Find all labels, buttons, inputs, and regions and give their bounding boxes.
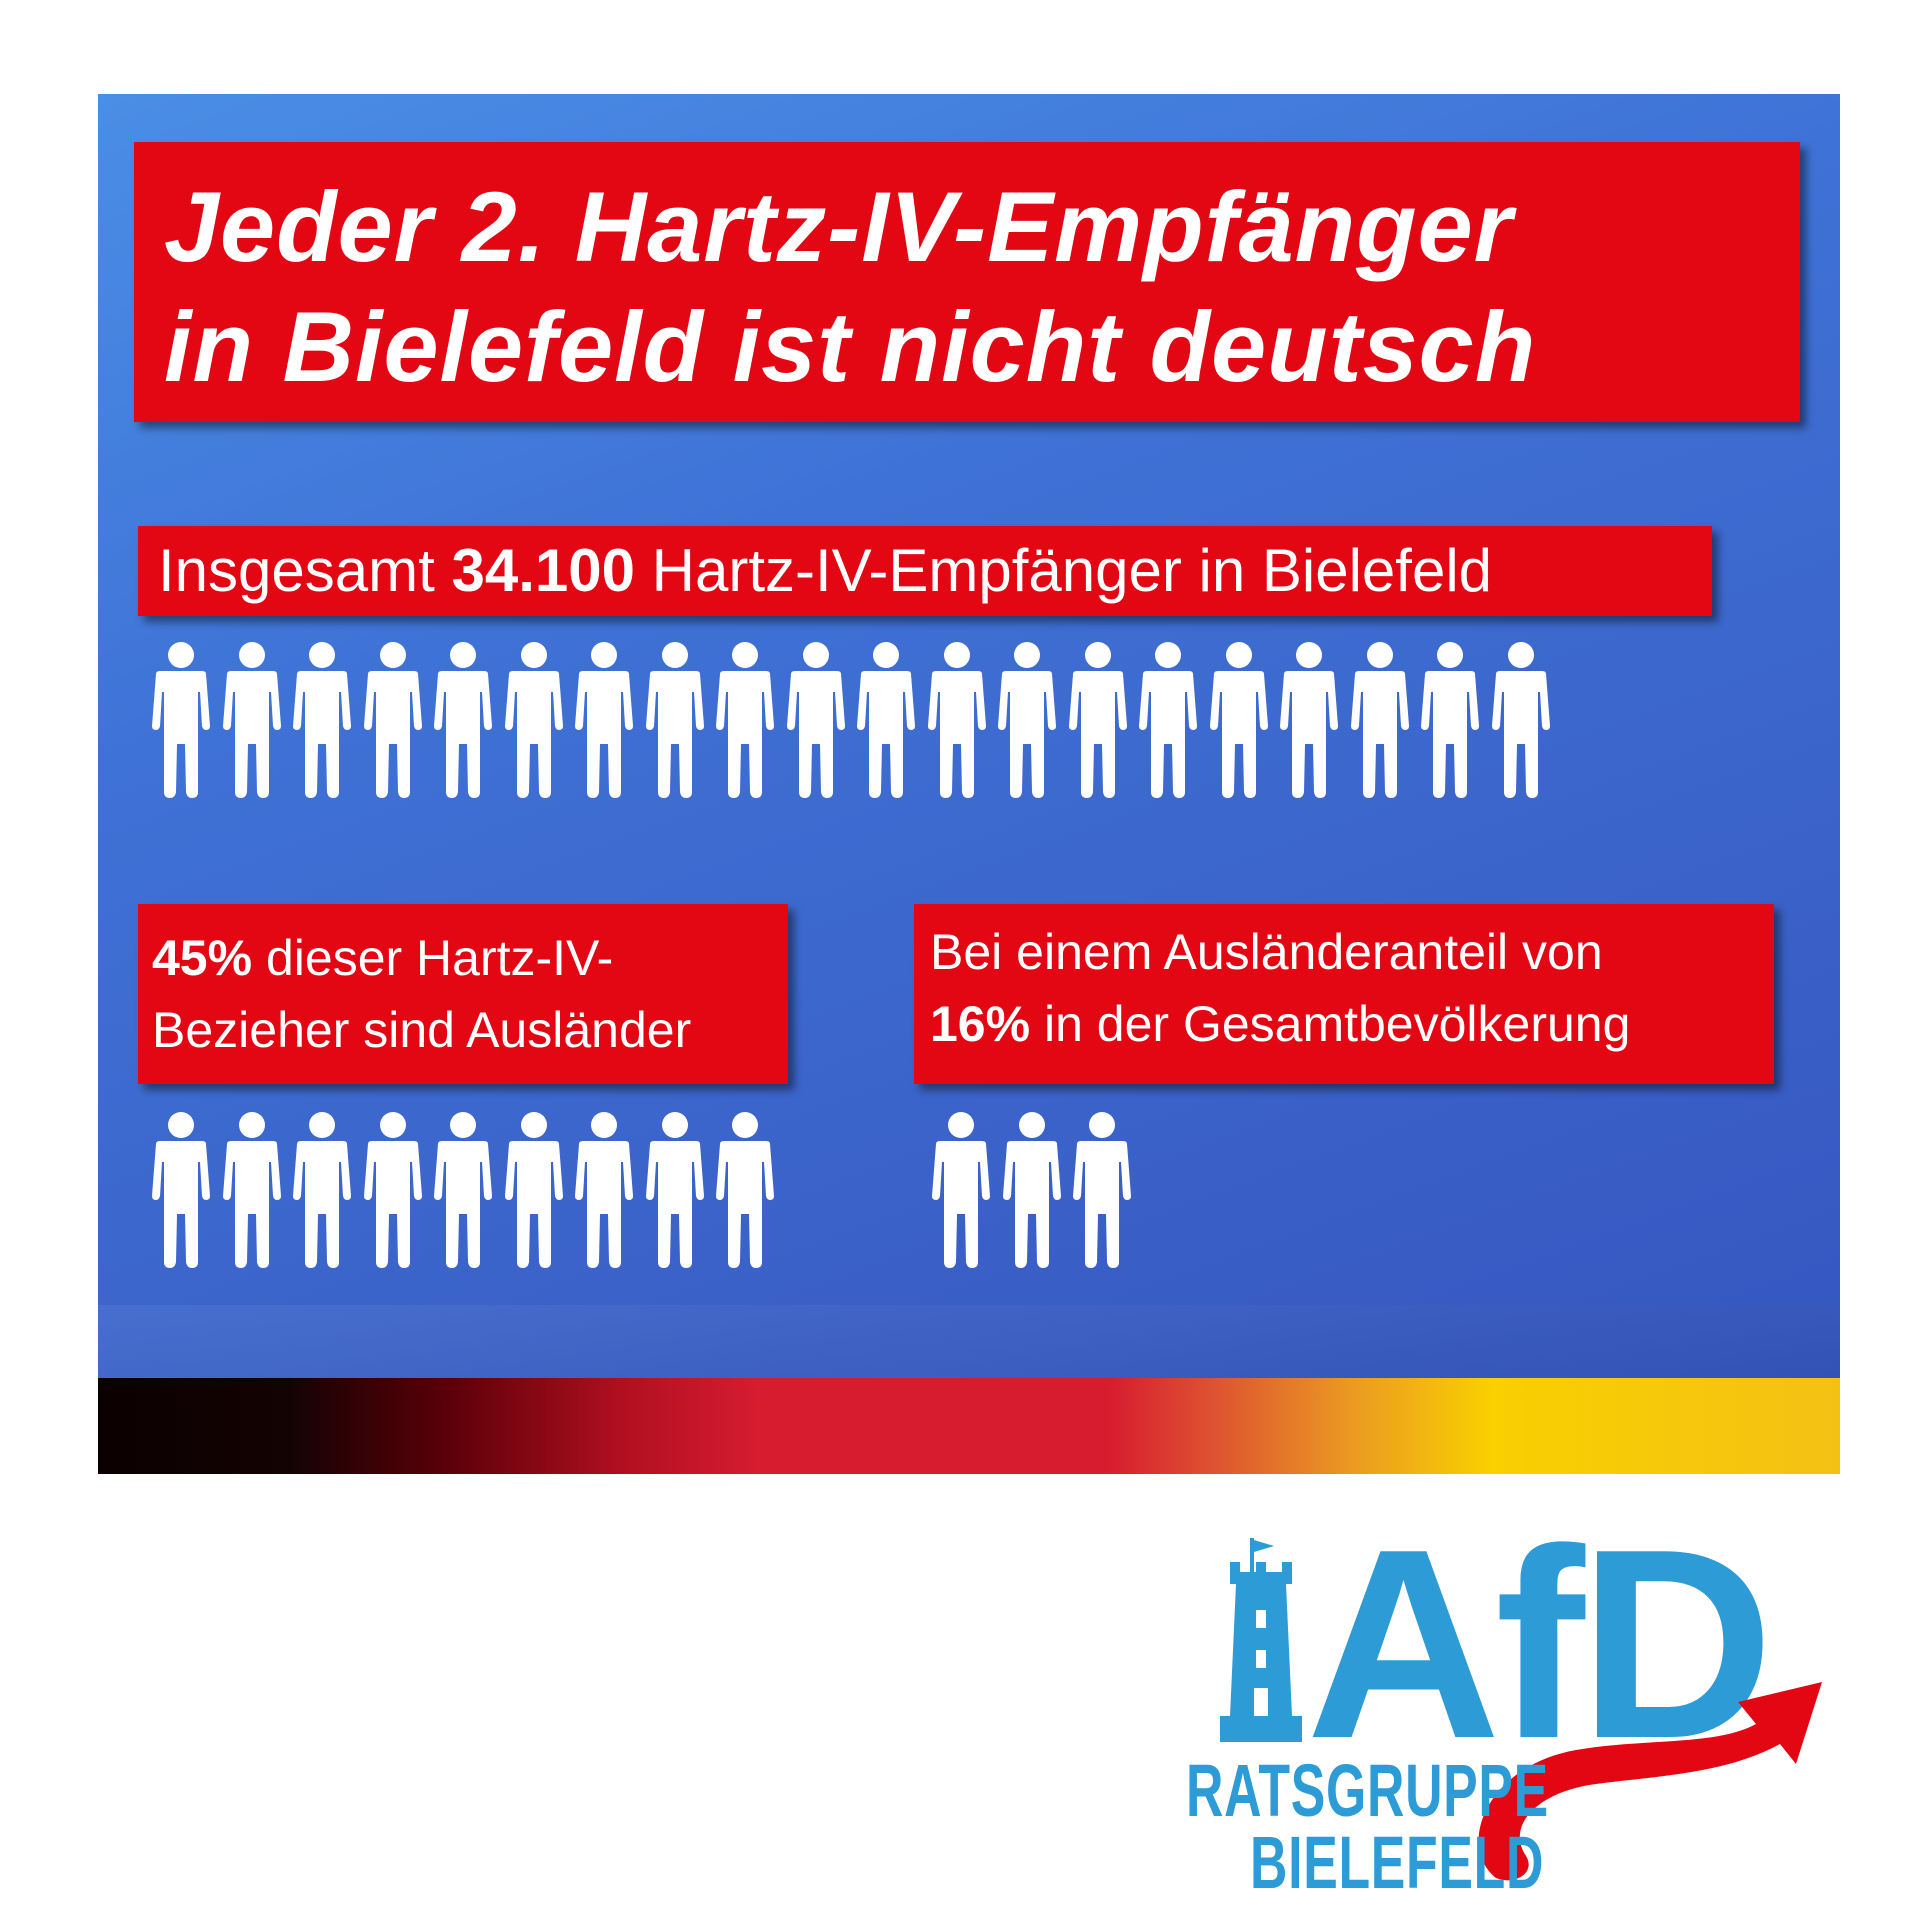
person-icon bbox=[1280, 642, 1338, 798]
person-icon bbox=[293, 642, 351, 798]
headline-line-2: in Bielefeld ist nicht deutsch bbox=[164, 291, 1537, 402]
person-icon bbox=[575, 1112, 633, 1268]
logo-line-1: RATSGRUPPE bbox=[1186, 1749, 1549, 1832]
person-icon bbox=[645, 1112, 704, 1268]
person-icon bbox=[998, 642, 1056, 798]
person-icon bbox=[716, 1112, 774, 1268]
person-icon bbox=[222, 642, 281, 798]
afd-logo: AfD RATSGRUPPE BIELEFELD bbox=[1186, 1510, 1836, 1900]
person-icon bbox=[1209, 642, 1268, 798]
person-icon bbox=[434, 1112, 492, 1268]
population-share-line2: in der Gesamtbevölkerung bbox=[1043, 996, 1631, 1052]
foreigner-share-box: 45% dieser Hartz-IV- Bezieher sind Auslä… bbox=[138, 904, 788, 1084]
person-icon bbox=[1139, 642, 1197, 798]
person-icon bbox=[152, 642, 210, 798]
person-icon-row-foreigners bbox=[146, 1110, 781, 1268]
population-share-number: 16% bbox=[930, 996, 1031, 1052]
foreigner-share-number: 45% bbox=[152, 930, 253, 986]
person-icon bbox=[504, 642, 563, 798]
population-share-box: Bei einem Ausländeranteil von 16% in der… bbox=[914, 904, 1774, 1084]
person-icon bbox=[222, 1112, 281, 1268]
panel-shine bbox=[98, 1305, 1840, 1385]
person-icon bbox=[1073, 1112, 1131, 1268]
person-icon bbox=[1350, 642, 1409, 798]
swoosh-arrow-icon bbox=[1478, 1682, 1822, 1881]
population-share-text: Bei einem Ausländeranteil von 16% in der… bbox=[930, 916, 1630, 1060]
person-icon bbox=[645, 642, 704, 798]
total-suffix: Hartz-IV-Empfänger in Bielefeld bbox=[651, 537, 1493, 604]
person-icon bbox=[927, 642, 986, 798]
population-share-line1: Bei einem Ausländeranteil von bbox=[930, 924, 1603, 980]
person-icon bbox=[293, 1112, 351, 1268]
headline-line-1: Jeder 2. Hartz-IV-Empfänger bbox=[164, 171, 1514, 282]
foreigner-share-line1: dieser Hartz-IV- bbox=[265, 930, 614, 986]
person-icon bbox=[932, 1112, 990, 1268]
total-prefix: Insgesamt bbox=[158, 537, 435, 604]
logo-line-2: BIELEFELD bbox=[1250, 1821, 1545, 1904]
total-number: 34.100 bbox=[451, 537, 635, 604]
person-icon bbox=[504, 1112, 563, 1268]
person-icon bbox=[152, 1112, 210, 1268]
headline-box: Jeder 2. Hartz-IV-Empfänger in Bielefeld… bbox=[134, 142, 1800, 422]
foreigner-share-text: 45% dieser Hartz-IV- Bezieher sind Auslä… bbox=[152, 922, 691, 1066]
total-box: Insgesamt 34.100 Hartz-IV-Empfänger in B… bbox=[138, 526, 1712, 616]
person-icon bbox=[363, 1112, 422, 1268]
person-icon bbox=[1421, 642, 1479, 798]
foreigner-share-line2: Bezieher sind Ausländer bbox=[152, 1002, 692, 1058]
person-icon-row-total bbox=[146, 640, 1556, 798]
flag-stripe bbox=[98, 1378, 1840, 1474]
person-icon bbox=[1068, 642, 1127, 798]
person-icon bbox=[786, 642, 845, 798]
person-icon bbox=[1002, 1112, 1061, 1268]
person-icon bbox=[716, 642, 774, 798]
person-icon bbox=[575, 642, 633, 798]
person-icon-row-population bbox=[926, 1110, 1138, 1268]
tower-icon bbox=[1220, 1538, 1302, 1742]
person-icon bbox=[363, 642, 422, 798]
person-icon bbox=[857, 642, 915, 798]
logo-afd-text: AfD bbox=[1306, 1494, 1774, 1795]
total-text: Insgesamt 34.100 Hartz-IV-Empfänger in B… bbox=[158, 536, 1492, 606]
person-icon bbox=[1491, 642, 1550, 798]
person-icon bbox=[434, 642, 492, 798]
